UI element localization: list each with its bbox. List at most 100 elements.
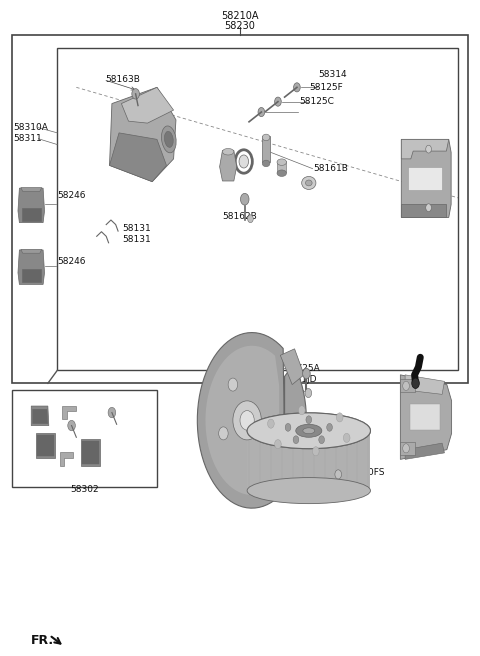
Polygon shape [22,270,41,283]
Polygon shape [62,406,76,419]
Polygon shape [408,167,442,190]
Polygon shape [400,375,452,459]
Polygon shape [109,87,176,182]
Circle shape [426,204,432,212]
Circle shape [293,436,299,443]
Polygon shape [401,139,449,159]
Polygon shape [280,349,304,384]
Text: 58162B: 58162B [222,212,257,220]
Text: 58125C: 58125C [300,97,334,106]
Ellipse shape [247,478,371,504]
Polygon shape [31,406,49,426]
Circle shape [239,155,249,168]
Circle shape [233,401,261,440]
Polygon shape [33,409,48,424]
Circle shape [285,424,291,431]
Circle shape [228,378,238,391]
Ellipse shape [247,413,371,449]
Circle shape [312,447,319,456]
Text: 1351JD: 1351JD [285,375,318,384]
Text: 58314: 58314 [318,70,347,79]
Circle shape [132,89,139,99]
Text: 58244: 58244 [214,374,242,383]
Polygon shape [109,133,167,182]
Circle shape [327,424,332,431]
Polygon shape [405,375,444,394]
Text: 58243A: 58243A [214,364,249,373]
Circle shape [335,470,342,479]
Polygon shape [21,249,42,253]
Ellipse shape [296,424,322,438]
Bar [57,49,458,370]
Ellipse shape [247,413,371,449]
Polygon shape [121,87,174,123]
Polygon shape [262,136,270,162]
Text: FR.: FR. [31,634,54,647]
Text: 58311: 58311 [13,134,42,143]
Circle shape [299,405,305,415]
Polygon shape [401,139,451,217]
Polygon shape [405,443,444,459]
Polygon shape [83,441,98,464]
Polygon shape [205,346,288,495]
Text: 1220FS: 1220FS [351,468,385,477]
Ellipse shape [165,131,173,148]
Polygon shape [36,434,55,458]
Circle shape [305,388,312,398]
Text: 58411B: 58411B [271,408,306,417]
Ellipse shape [262,160,270,167]
Text: 58131: 58131 [122,235,151,244]
Polygon shape [400,379,415,392]
Circle shape [403,443,409,453]
Circle shape [319,436,324,443]
Text: 58125F: 58125F [309,83,343,92]
Text: 58246: 58246 [57,192,86,201]
Circle shape [275,440,281,449]
Text: 58230: 58230 [225,21,255,31]
Text: 58210A: 58210A [221,11,259,22]
Polygon shape [18,188,45,222]
Text: 58161B: 58161B [313,164,348,173]
Circle shape [267,419,274,428]
Polygon shape [277,161,287,172]
Polygon shape [37,436,54,456]
Circle shape [258,108,264,117]
Circle shape [343,434,350,442]
Ellipse shape [222,148,234,155]
Polygon shape [60,451,73,466]
Circle shape [240,194,249,205]
Polygon shape [22,208,41,220]
Ellipse shape [262,134,270,140]
Circle shape [219,427,228,440]
Text: 58163B: 58163B [105,75,140,84]
Ellipse shape [301,176,316,190]
Circle shape [412,378,420,388]
Circle shape [336,413,343,422]
Polygon shape [81,439,100,466]
Text: 58131: 58131 [122,224,151,233]
Text: 58310A: 58310A [13,123,48,132]
Ellipse shape [277,159,287,165]
Circle shape [68,420,75,431]
Polygon shape [247,431,371,491]
Polygon shape [401,205,446,217]
Bar [12,35,468,383]
Text: 57725A: 57725A [285,364,320,373]
Circle shape [426,145,432,153]
Polygon shape [219,150,237,181]
Circle shape [275,97,281,106]
Polygon shape [18,250,45,285]
Polygon shape [21,188,42,192]
Circle shape [108,407,116,418]
Ellipse shape [303,428,315,434]
Circle shape [240,411,254,430]
Ellipse shape [277,170,287,176]
Ellipse shape [305,180,312,186]
Text: 58302: 58302 [70,485,99,494]
Ellipse shape [161,126,176,153]
Circle shape [403,381,409,390]
Text: 58246: 58246 [57,257,86,266]
Circle shape [294,83,300,92]
Circle shape [248,215,253,222]
Polygon shape [197,333,306,508]
